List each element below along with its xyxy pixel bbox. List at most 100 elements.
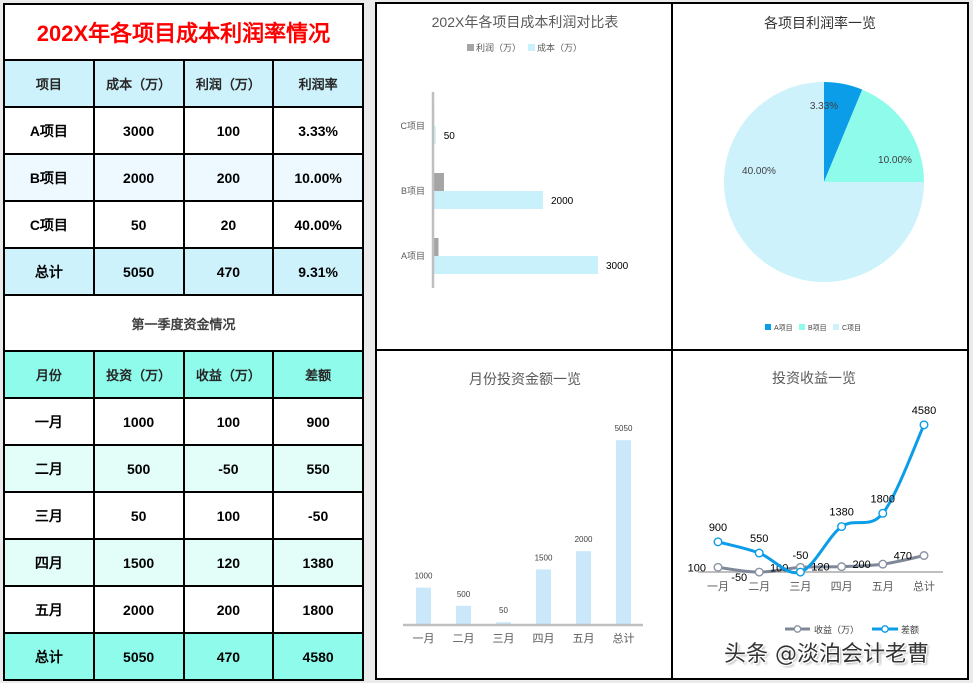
column-bar	[616, 440, 631, 624]
category-label: 四月	[831, 581, 853, 593]
header-margin: 利润率	[272, 59, 364, 108]
cell-income: 200	[182, 585, 275, 634]
column-bar	[416, 587, 431, 624]
cell-month: 二月	[3, 444, 95, 493]
data-point-marker	[878, 559, 888, 569]
legend-label: C项目	[842, 324, 861, 332]
category-label: C项目	[401, 121, 426, 131]
category-label: 二月	[748, 581, 770, 593]
legend-marker-income	[793, 625, 802, 633]
data-label: 2000	[551, 196, 574, 207]
bar-cost	[433, 256, 598, 274]
column-bar	[576, 551, 591, 624]
cell-margin: 9.31%	[272, 247, 364, 296]
chart-title: 202X年各项目成本利润对比表	[432, 14, 619, 30]
cell-project: A项目	[3, 106, 95, 155]
data-label: 100	[770, 562, 788, 574]
cell-difference: 1380	[272, 538, 364, 587]
cell-project: B项目	[3, 153, 95, 202]
monthly-investment-column-chart: 月份投资金额一览 1000 一月 500 二月 50 三月 1500 四月 2000 五月 5050 总…	[403, 371, 643, 645]
category-label: 三月	[493, 633, 515, 645]
cell-cost: 5050	[92, 247, 185, 296]
data-label: 50	[444, 131, 456, 142]
data-label: 900	[709, 522, 727, 534]
column-bar	[536, 569, 551, 624]
data-label: 1380	[829, 507, 853, 519]
cell-profit: 20	[182, 200, 275, 249]
cell-margin: 3.33%	[272, 106, 364, 155]
data-label: 5050	[615, 424, 633, 433]
legend-swatch	[833, 324, 839, 330]
watermark: 头条 @淡泊会计老曹	[724, 642, 929, 667]
table-row: 四月 1500 120 1380	[3, 538, 364, 587]
cell-profit: 100	[182, 106, 275, 155]
horizontal-divider	[376, 349, 968, 351]
section-title: 第一季度资金情况	[3, 294, 364, 352]
cell-difference: 1800	[272, 585, 364, 634]
chart-title: 月份投资金额一览	[469, 371, 581, 387]
summary-tables: 202X年各项目成本利润率情况 项目 成本（万） 利润（万） 利润率 A项目 3…	[3, 3, 364, 681]
cell-month: 五月	[3, 585, 95, 634]
legend-label-profit: 利润（万）	[476, 42, 521, 53]
cell-project: 总计	[3, 247, 95, 296]
table-row: C项目 50 20 40.00%	[3, 200, 364, 249]
cell-income: -50	[182, 444, 275, 493]
data-label: 1000	[415, 572, 433, 581]
legend-label-difference: 差额	[901, 624, 919, 635]
data-label: 40.00%	[742, 166, 776, 177]
data-label: -50	[792, 550, 808, 562]
category-label: 总计	[613, 631, 635, 645]
profit-margin-pie-chart: 各项目利润率一览 3.33% 10.00% 40.00% A项目 B项目 C项目	[724, 15, 924, 332]
cell-investment: 2000	[92, 585, 185, 634]
bar-profit	[433, 173, 444, 191]
category-label: 三月	[789, 581, 811, 593]
data-label: 200	[852, 559, 870, 571]
legend-label-cost: 成本（万）	[537, 42, 582, 53]
table-row: 三月 50 100 -50	[3, 491, 364, 540]
data-point-marker	[713, 562, 723, 572]
pie-slice	[824, 89, 924, 182]
cell-difference: 4580	[272, 632, 364, 681]
table-row: 一月 1000 100 900	[3, 397, 364, 446]
header-income: 收益（万）	[182, 350, 275, 399]
table-row: A项目 3000 100 3.33%	[3, 106, 364, 155]
pie-slice	[824, 82, 863, 182]
data-label: 50	[499, 606, 508, 615]
data-label: 500	[457, 590, 471, 599]
header-cost: 成本（万）	[92, 59, 185, 108]
legend-label-income: 收益（万）	[814, 624, 859, 635]
bar-cost	[433, 191, 543, 209]
cell-difference: 550	[272, 444, 364, 493]
cell-difference: 900	[272, 397, 364, 446]
column-bar	[456, 605, 471, 624]
left-panel: 202X年各项目成本利润率情况 项目 成本（万） 利润（万） 利润率 A项目 3…	[3, 3, 364, 681]
category-label: 二月	[453, 633, 475, 645]
data-point-marker	[837, 562, 847, 572]
cell-month: 总计	[3, 632, 95, 681]
section-title-row: 第一季度资金情况	[3, 294, 364, 352]
table-row: 二月 500 -50 550	[3, 444, 364, 493]
data-label: 470	[894, 551, 912, 563]
pie-slice	[724, 82, 924, 282]
data-point-marker	[919, 551, 929, 561]
header-month: 月份	[3, 350, 95, 399]
cell-cost: 2000	[92, 153, 185, 202]
chart-legend: 收益（万） 差额	[785, 624, 919, 635]
project-table-header: 项目 成本（万） 利润（万） 利润率	[3, 59, 364, 108]
bar-profit	[433, 238, 439, 256]
data-label: 1800	[871, 493, 895, 505]
table-row: 五月 2000 200 1800	[3, 585, 364, 634]
header-project: 项目	[3, 59, 95, 108]
cell-investment: 50	[92, 491, 185, 540]
header-difference: 差额	[272, 350, 364, 399]
category-label: 五月	[872, 581, 894, 593]
category-label: B项目	[401, 186, 425, 196]
category-label: 五月	[573, 633, 595, 645]
data-label: 550	[750, 533, 768, 545]
cell-project: C项目	[3, 200, 95, 249]
data-label: 1500	[535, 553, 553, 562]
chart-legend: 利润（万） 成本（万）	[467, 42, 582, 53]
category-label: 一月	[707, 581, 729, 593]
data-point-marker	[754, 548, 764, 558]
